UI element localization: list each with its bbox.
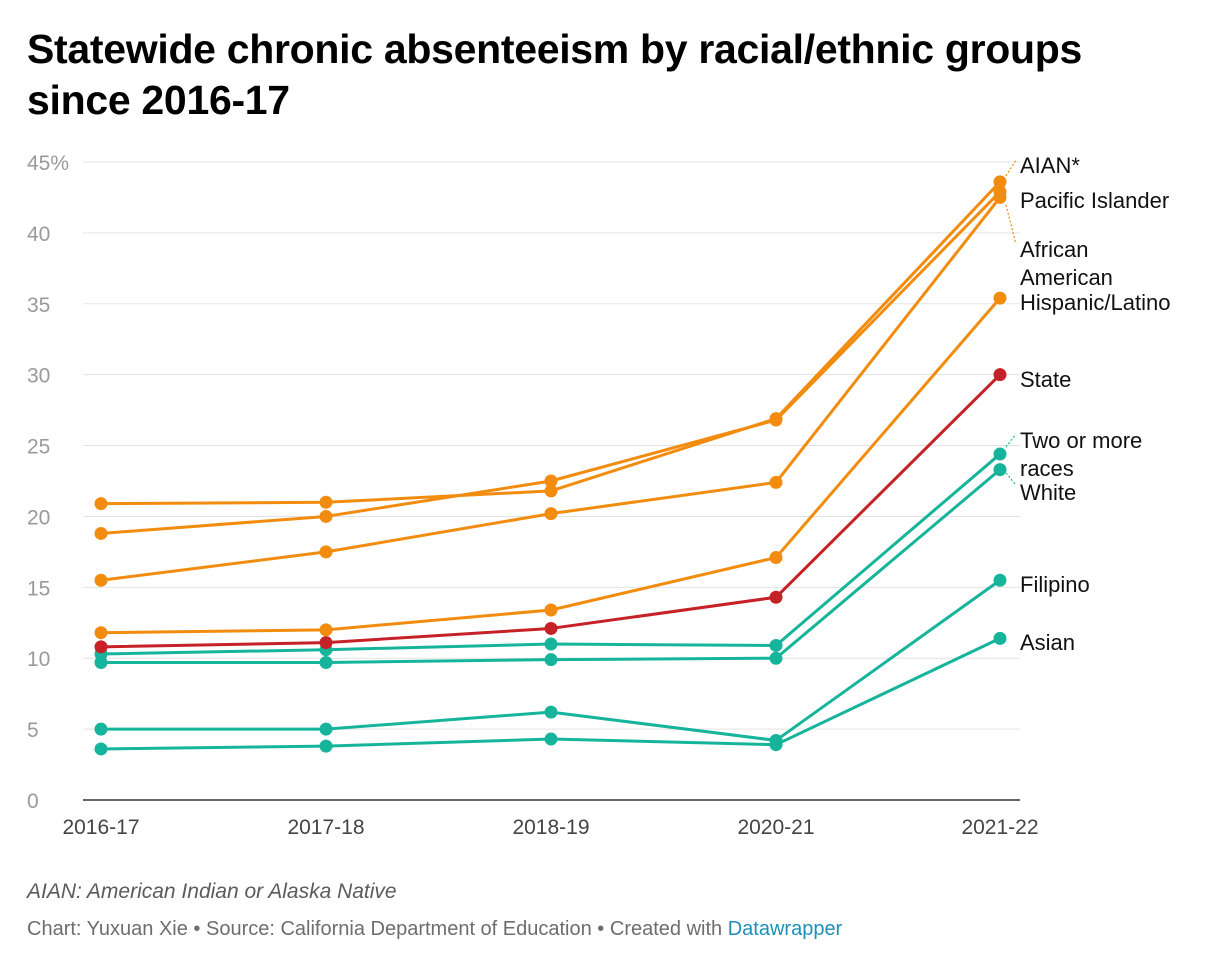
data-point	[993, 447, 1007, 461]
credit-source: Source: California Department of Educati…	[205, 918, 592, 940]
data-point	[94, 640, 108, 654]
series-label: Asian	[1020, 630, 1075, 655]
y-tick-label: 15	[27, 577, 50, 600]
x-tick-label: 2021-22	[961, 816, 1038, 839]
credit-separator: •	[591, 918, 610, 940]
data-point	[319, 722, 333, 736]
data-point	[319, 495, 333, 509]
data-point	[544, 507, 558, 521]
data-point	[544, 732, 558, 746]
label-leader	[1005, 204, 1017, 245]
credit-separator: •	[187, 918, 206, 940]
data-point	[544, 603, 558, 617]
data-point	[94, 722, 108, 736]
data-point	[544, 637, 558, 651]
y-tick-label: 45%	[27, 152, 69, 175]
data-point	[769, 412, 783, 426]
gridlines	[83, 161, 1020, 801]
series-label: Filipino	[1020, 572, 1090, 597]
y-tick-label: 5	[27, 719, 39, 742]
data-point	[993, 631, 1007, 645]
data-point	[94, 573, 108, 587]
data-point	[94, 526, 108, 540]
data-point	[319, 545, 333, 559]
series-label: State	[1020, 367, 1071, 392]
data-point	[544, 705, 558, 719]
data-point	[993, 175, 1007, 189]
label-leader	[1005, 159, 1017, 177]
data-point	[544, 621, 558, 635]
y-tick-label: 40	[27, 223, 50, 246]
data-point	[319, 509, 333, 523]
data-point	[993, 291, 1007, 305]
y-tick-label: 20	[27, 506, 50, 529]
data-point	[319, 739, 333, 753]
data-point	[544, 474, 558, 488]
x-tick-label: 2020-21	[737, 816, 814, 839]
data-point	[769, 475, 783, 489]
data-point	[769, 733, 783, 747]
series-label: White	[1020, 480, 1076, 505]
data-point	[544, 653, 558, 667]
chart-credit: Chart: Yuxuan Xie • Source: California D…	[27, 918, 842, 941]
label-leader	[1005, 433, 1017, 448]
x-tick-label: 2017-18	[287, 816, 364, 839]
data-point	[94, 626, 108, 640]
data-point	[319, 636, 333, 650]
series-label: Hispanic/Latino	[1020, 290, 1170, 315]
series-label: African American	[1020, 237, 1113, 290]
data-point	[993, 573, 1007, 587]
data-point	[993, 185, 1007, 199]
y-tick-label: 35	[27, 294, 50, 317]
data-point	[94, 497, 108, 511]
series-points	[94, 175, 1007, 756]
data-point	[319, 623, 333, 637]
y-tick-label: 0	[27, 790, 39, 813]
data-point	[769, 638, 783, 652]
data-point	[769, 590, 783, 604]
series-label: Two or more races	[1020, 428, 1142, 481]
data-point	[94, 742, 108, 756]
x-axis-ticks: 2016-17 2017-18 2018-19 2020-21 2021-22	[62, 816, 1038, 839]
abbreviation-note: AIAN: American Indian or Alaska Native	[27, 880, 397, 903]
data-point	[993, 368, 1007, 382]
label-leader	[1005, 472, 1017, 486]
series-labels: AIAN* Pacific Islander African AmericanHisp…	[1020, 153, 1170, 655]
credit-created: Created with	[609, 918, 728, 940]
series-label: AIAN*	[1020, 153, 1080, 178]
y-tick-label: 30	[27, 365, 50, 388]
datawrapper-link[interactable]: Datawrapper	[727, 918, 843, 940]
chart-title: Statewide chronic absenteeism by racial/…	[27, 26, 1082, 123]
series-label: Pacific Islander	[1020, 188, 1169, 213]
data-point	[769, 651, 783, 665]
data-point	[319, 655, 333, 669]
x-tick-label: 2018-19	[512, 816, 589, 839]
data-point	[769, 551, 783, 565]
credit-author: Chart: Yuxuan Xie	[27, 918, 188, 940]
y-tick-label: 25	[27, 436, 50, 459]
label-leader-lines	[1005, 159, 1017, 486]
data-point	[544, 484, 558, 498]
x-tick-label: 2016-17	[62, 816, 139, 839]
data-point	[993, 463, 1007, 477]
y-axis-ticks: 0 5 10 15 20 25 30 35 40 45%	[27, 152, 69, 813]
y-tick-label: 10	[27, 648, 50, 671]
